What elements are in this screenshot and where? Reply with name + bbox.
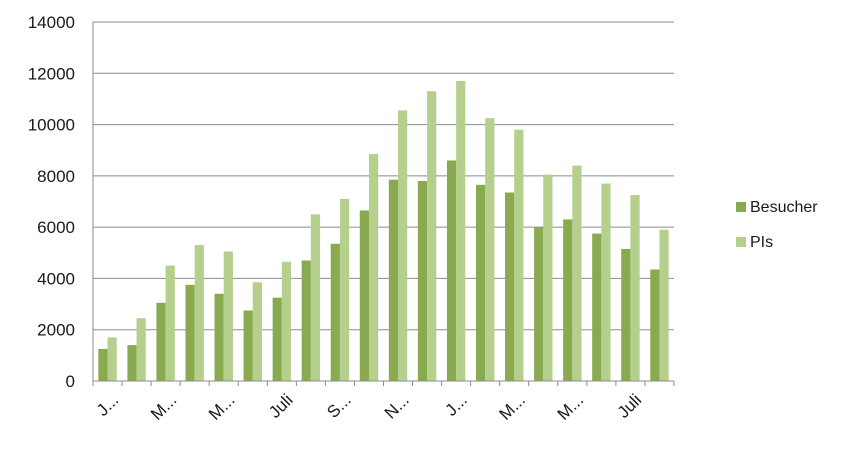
x-tick-label: N... [381, 390, 413, 422]
bar-pis-7 [310, 214, 321, 381]
x-tick-label: Juli [265, 390, 296, 421]
bar-besucher-13 [475, 184, 486, 381]
bar-pis-14 [514, 129, 524, 381]
bar-pis-1 [136, 318, 146, 381]
x-tick-label: M... [205, 390, 238, 423]
bar-pis-12 [456, 80, 466, 381]
bar-besucher-14 [505, 192, 515, 381]
bar-besucher-4 [214, 293, 224, 381]
bar-besucher-16 [563, 219, 573, 381]
y-tick-label: 10000 [28, 116, 75, 135]
bar-besucher-8 [330, 243, 340, 381]
x-tick-label: S... [323, 390, 354, 421]
y-tick-label: 2000 [37, 321, 75, 340]
bar-pis-18 [630, 195, 640, 381]
legend-label-0: Besucher [750, 199, 818, 216]
bar-besucher-2 [156, 302, 166, 381]
y-axis-tick-labels: 0 2000 4000 6000 8000 10000 12000 14000 [28, 13, 75, 391]
bar-pis-16 [572, 165, 582, 381]
y-tick-label: 14000 [28, 13, 75, 32]
bar-pis-11 [427, 91, 437, 381]
bar-pis-8 [339, 198, 350, 381]
bar-besucher-17 [592, 233, 602, 381]
legend: Besucher PIs [736, 199, 818, 251]
legend-swatch-0 [736, 202, 746, 212]
bar-pis-2 [165, 265, 175, 381]
legend-label-1: PIs [750, 234, 773, 251]
y-tick-label: 6000 [37, 218, 75, 237]
bar-pis-4 [223, 251, 233, 381]
x-tick-label: J... [93, 390, 122, 419]
legend-swatch-1 [736, 237, 746, 247]
x-tick-label: M... [554, 390, 587, 423]
bar-pis-9 [368, 154, 379, 381]
bar-besucher-15 [534, 227, 544, 381]
bar-pis-10 [398, 110, 408, 381]
bar-besucher-0 [98, 348, 108, 381]
x-tick-label: J... [441, 390, 470, 419]
y-tick-label: 8000 [37, 167, 75, 186]
x-tick-label: M... [496, 390, 529, 423]
y-tick-label: 4000 [37, 269, 75, 288]
gridlines [92, 21, 675, 386]
bar-pis-13 [485, 118, 495, 382]
bar-besucher-5 [243, 310, 253, 381]
x-tick-label: M... [147, 390, 180, 423]
bar-besucher-10 [388, 179, 399, 381]
bar-besucher-19 [650, 269, 660, 381]
bar-besucher-7 [301, 260, 311, 381]
bar-pis-19 [659, 229, 669, 381]
bar-besucher-12 [446, 160, 457, 381]
bar-besucher-6 [272, 297, 282, 381]
bar-pis-5 [252, 282, 262, 381]
bar-pis-15 [543, 174, 553, 381]
bar-pis-6 [281, 261, 292, 381]
bar-pis-0 [107, 337, 117, 381]
bar-besucher-18 [621, 248, 631, 381]
bar-pis-3 [194, 245, 204, 381]
y-tick-label: 12000 [28, 64, 75, 83]
y-tick-label: 0 [66, 372, 75, 391]
x-tick-label: Juli [614, 390, 645, 421]
x-axis-tick-labels: J... M... M... Juli S... N... J... M... M... Juli [93, 390, 645, 423]
bar-besucher-11 [417, 180, 428, 381]
bar-besucher-1 [127, 345, 137, 381]
bar-besucher-3 [185, 284, 195, 381]
bars [98, 80, 669, 382]
bar-besucher-9 [359, 210, 369, 381]
bar-pis-17 [601, 183, 611, 381]
